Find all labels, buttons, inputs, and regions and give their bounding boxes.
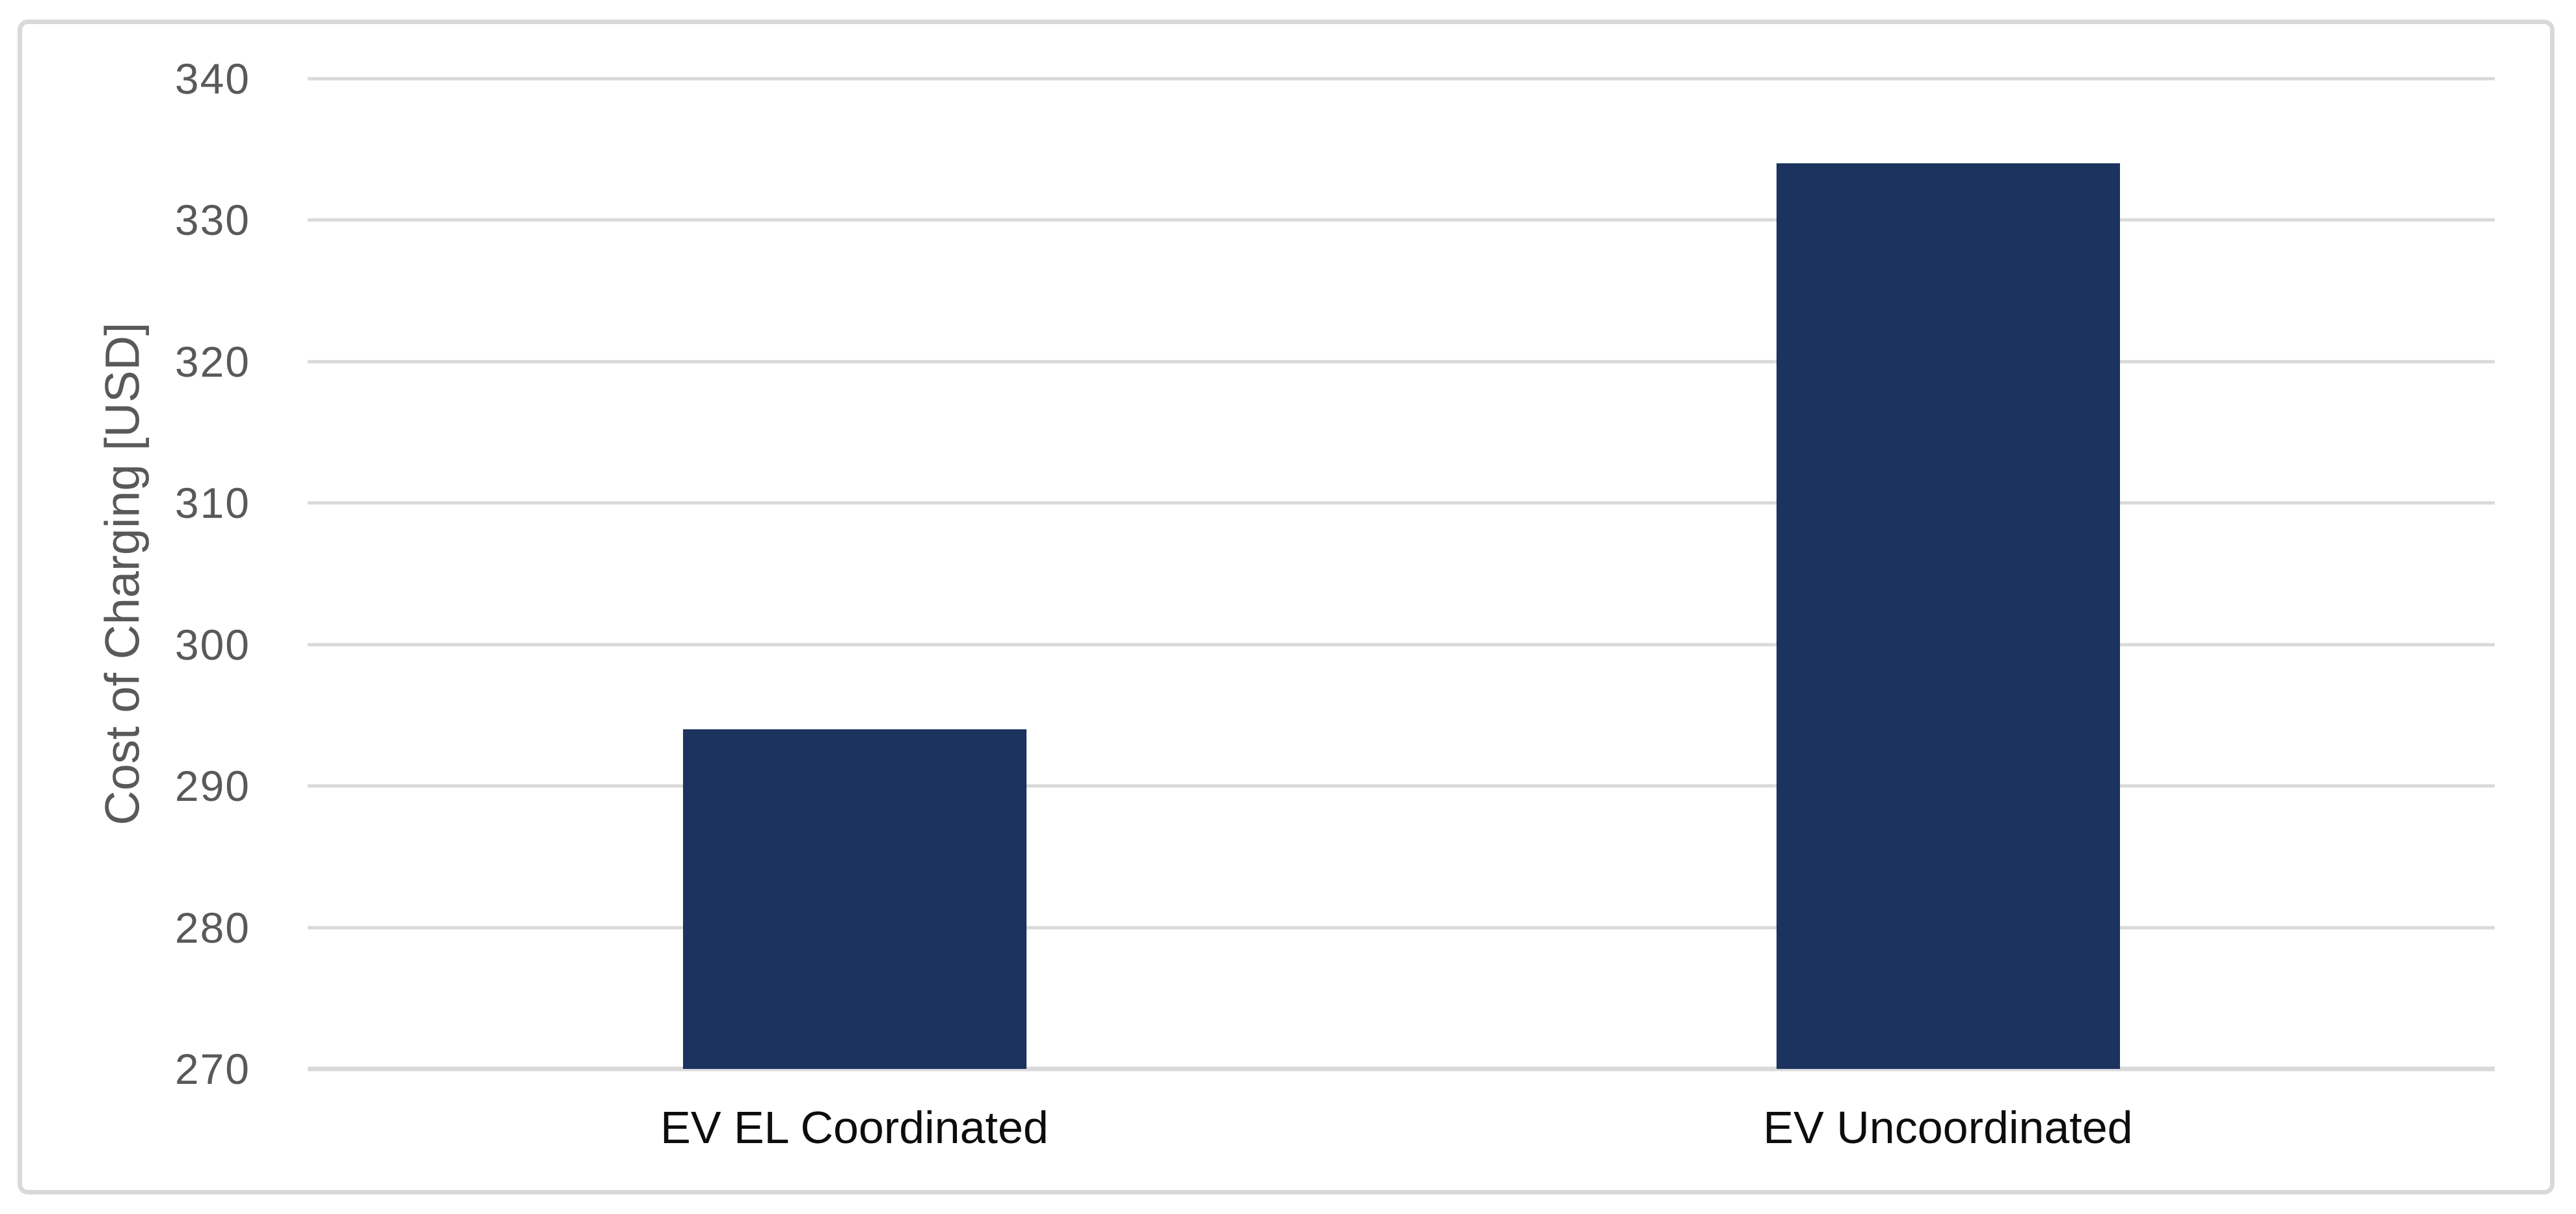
gridline-y-280	[308, 926, 2495, 930]
gridline-y-340	[308, 77, 2495, 81]
y-tick-label-330: 330	[174, 196, 250, 245]
gridline-y-300	[308, 643, 2495, 647]
plot-area	[308, 77, 2495, 1072]
y-tick-label-290: 290	[174, 762, 250, 811]
bar-ev-uncoordinated	[1776, 163, 2120, 1069]
y-tick-label-270: 270	[174, 1045, 250, 1093]
x-axis-baseline	[308, 1066, 2495, 1072]
gridline-y-290	[308, 784, 2495, 788]
gridline-y-330	[308, 218, 2495, 222]
y-tick-label-310: 310	[174, 479, 250, 528]
bar-ev-el-coordinated	[682, 729, 1026, 1069]
x-category-label-ev-uncoordinated: EV Uncoordinated	[1763, 1102, 2133, 1153]
y-tick-label-300: 300	[174, 620, 250, 669]
gridline-y-310	[308, 501, 2495, 505]
gridline-y-320	[308, 360, 2495, 364]
y-tick-label-280: 280	[174, 903, 250, 952]
y-axis-title: Cost of Charging [USD]	[95, 322, 150, 826]
x-category-label-ev-el-coordinated: EV EL Coordinated	[660, 1102, 1049, 1153]
y-tick-label-340: 340	[174, 55, 250, 103]
chart-frame	[18, 20, 2555, 1194]
y-tick-label-320: 320	[174, 337, 250, 386]
